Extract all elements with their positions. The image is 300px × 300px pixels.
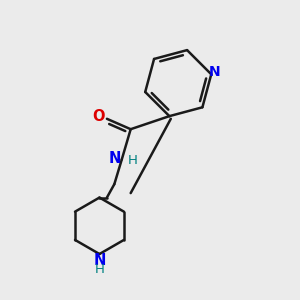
Text: H: H — [94, 263, 104, 276]
Text: O: O — [92, 109, 105, 124]
Text: N: N — [209, 65, 220, 79]
Text: N: N — [93, 253, 106, 268]
Text: N: N — [109, 151, 122, 166]
Text: H: H — [128, 154, 138, 167]
